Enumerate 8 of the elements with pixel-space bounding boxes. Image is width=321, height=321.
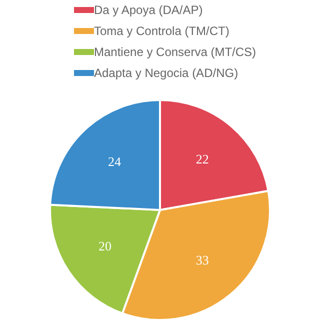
data-label: 22: [196, 151, 209, 166]
legend-label: Toma y Controla (TM/CT): [94, 24, 230, 38]
legend-label: Da y Apoya (DA/AP): [94, 3, 203, 17]
data-label: 20: [98, 238, 112, 254]
legend-label: Mantiene y Conserva (MT/CS): [94, 45, 256, 59]
data-label: 33: [196, 252, 209, 268]
data-label: 24: [108, 154, 122, 170]
legend-label: Adapta y Negocia (AD/NG): [94, 66, 238, 80]
